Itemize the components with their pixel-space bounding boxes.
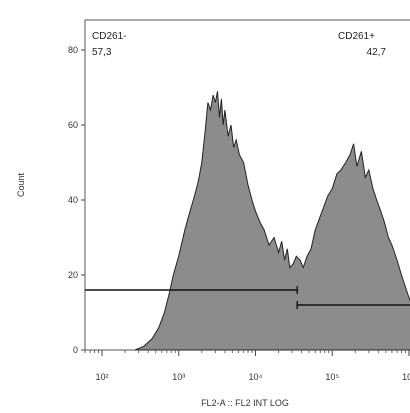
x-tick-label-1: 10³: [172, 372, 185, 382]
gate-percent-cd261-neg: 57,3: [92, 47, 112, 58]
gate-label-cd261-pos: CD261+: [338, 31, 375, 42]
y-tick-label-60: 60: [68, 120, 78, 130]
y-tick-label-80: 80: [68, 45, 78, 55]
y-tick-label-20: 20: [68, 270, 78, 280]
x-tick-label-2: 10⁴: [249, 372, 263, 382]
gates: [85, 286, 410, 309]
x-axis: 10² 10³ 10⁴ 10⁵ 10⁶: [84, 350, 410, 382]
y-axis-title: Count: [16, 173, 26, 198]
gate-percent-cd261-pos: 42,7: [367, 47, 387, 58]
histogram-area: [134, 91, 410, 351]
x-tick-label-4: 10⁶: [402, 372, 410, 382]
x-tick-label-3: 10⁵: [325, 372, 339, 382]
y-tick-label-40: 40: [68, 195, 78, 205]
y-tick-label-0: 0: [73, 345, 78, 355]
gate-label-cd261-neg: CD261-: [92, 31, 126, 42]
y-axis: 0 20 40 60 80: [68, 45, 85, 355]
x-tick-label-0: 10²: [96, 372, 109, 382]
x-axis-title: FL2-A :: FL2 INT LOG: [201, 398, 289, 408]
